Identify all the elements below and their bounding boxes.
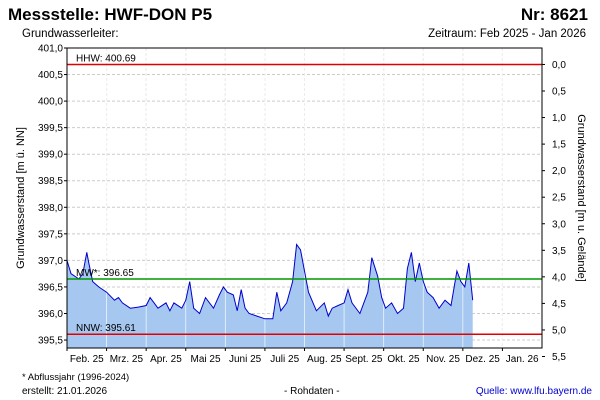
y-tick-label: 401,0 [38, 44, 63, 55]
y-tick-label: 398,5 [38, 176, 63, 187]
x-tick-label: Apr. 25 [150, 354, 182, 365]
series-area [67, 244, 473, 348]
y-right-tick-label: 0,5 [552, 87, 566, 98]
x-tick-label: Sept. 25 [345, 354, 383, 365]
y-right-tick-label: 1,0 [552, 113, 566, 124]
y-tick-label: 397,0 [38, 256, 63, 267]
y-right-tick-label: 2,5 [552, 193, 566, 204]
source-link[interactable]: Quelle: www.lfu.bayern.de [476, 386, 592, 397]
reference-label: NNW: 395.61 [76, 323, 136, 334]
x-tick-label: Nov. 25 [426, 354, 460, 365]
y-right-tick-label: 5,5 [552, 352, 566, 363]
y-tick-label: 399,5 [38, 123, 63, 134]
y-axis-label-right: Grundwasserstand [m u. Gelände] [575, 114, 587, 282]
y-right-tick-label: 1,5 [552, 140, 566, 151]
period-label: Zeitraum: Feb 2025 - Jan 2026 [428, 28, 586, 40]
source-label: Quelle: [475, 386, 511, 397]
x-tick-label: Juni 25 [229, 354, 262, 365]
reference-label: HHW: 400.69 [76, 53, 136, 64]
x-tick-label: Okt. 25 [387, 354, 420, 365]
footnote: * Abflussjahr (1996-2024) [22, 372, 130, 383]
y-right-tick-label: 5,0 [552, 325, 566, 336]
x-tick-label: Mai 25 [191, 354, 221, 365]
y-tick-label: 396,5 [38, 282, 63, 293]
y-right-tick-label: 2,0 [552, 166, 566, 177]
y-right-tick-label: 4,5 [552, 299, 566, 310]
reference-lines: HHW: 400.69 MW*: 396.65 NNW: 395.61 [67, 53, 542, 335]
source-url[interactable]: www.lfu.bayern.de [510, 386, 592, 397]
y-axis-left-ticks: 401,0 400,5 400,0 399,5 399,0 398,5 398,0 397,5… [38, 44, 67, 347]
page-title: Messstelle: HWF-DON P5 [8, 5, 213, 24]
x-tick-label: Juli 25 [270, 354, 299, 365]
x-axis-ticks: Feb. 25 Mrz. 25 Apr. 25 Mai 25 Juni 25 Juli 2… [66, 348, 539, 365]
y-tick-label: 399,0 [38, 150, 63, 161]
y-tick-label: 398,0 [38, 203, 63, 214]
x-tick-label: Dez. 25 [465, 354, 500, 365]
y-tick-label: 400,0 [38, 97, 63, 108]
x-tick-label: Aug. 25 [307, 354, 342, 365]
created-date: erstellt: 21.01.2026 [22, 386, 108, 397]
reference-label: MW*: 396.65 [76, 268, 134, 279]
series-line [66, 243, 474, 320]
x-tick-label: Feb. 25 [70, 354, 104, 365]
y-right-tick-label: 4,0 [552, 272, 566, 283]
y-right-tick-label: 3,5 [552, 246, 566, 257]
aquifer-label: Grundwasserleiter: [22, 28, 119, 40]
station-number: Nr: 8621 [520, 5, 588, 24]
y-tick-label: 396,0 [38, 309, 63, 320]
y-axis-label-left: Grundwasserstand [m ü. NN] [15, 127, 27, 269]
data-area [66, 48, 503, 348]
y-right-tick-label: 0,0 [552, 60, 566, 71]
y-right-tick-label: 3,0 [552, 219, 566, 230]
y-axis-right-ticks: 0,0 0,5 1,0 1,5 2,0 2,5 3,0 3,5 4,0 4,5 5,0 5,5 [542, 60, 566, 363]
x-tick-label: Mrz. 25 [110, 354, 144, 365]
x-tick-label: Jan. 26 [506, 354, 539, 365]
raw-data-note: - Rohdaten - [284, 386, 340, 397]
y-tick-label: 395,5 [38, 336, 63, 347]
y-tick-label: 400,5 [38, 70, 63, 81]
y-tick-label: 397,5 [38, 229, 63, 240]
